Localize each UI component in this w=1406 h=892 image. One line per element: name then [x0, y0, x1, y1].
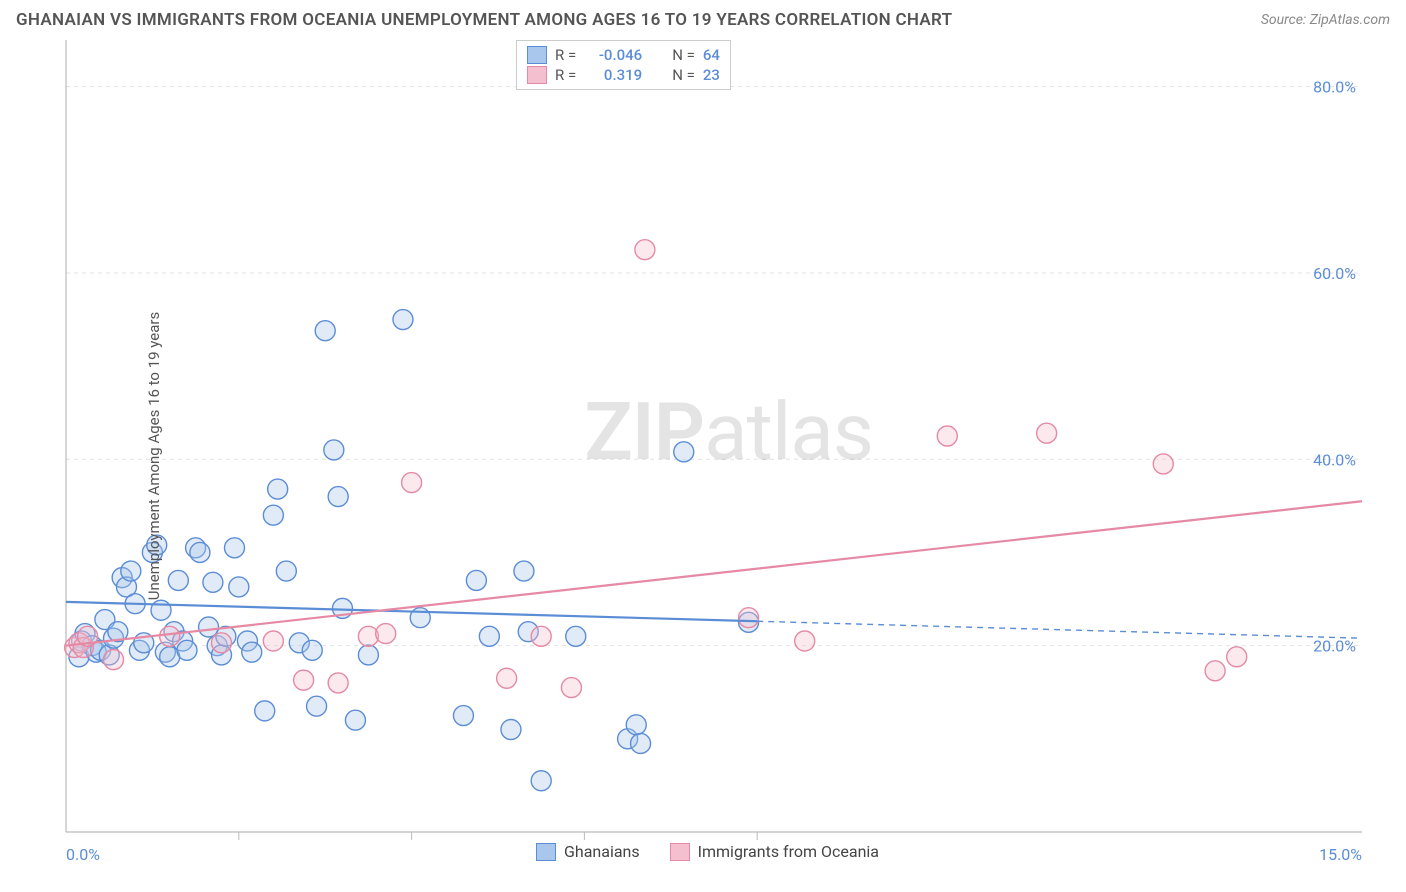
- scatter-point: [302, 640, 322, 660]
- scatter-point: [674, 442, 694, 462]
- regression-line-extrapolated: [757, 621, 1362, 638]
- stat-r-value: -0.046: [584, 46, 642, 64]
- y-tick-label: 40.0%: [1313, 450, 1356, 469]
- scatter-point: [1037, 423, 1057, 443]
- scatter-point: [1227, 647, 1247, 667]
- scatter-point: [168, 570, 188, 590]
- stats-legend-row: R = 0.319 N = 23: [527, 65, 720, 85]
- chart-title: GHANAIAN VS IMMIGRANTS FROM OCEANIA UNEM…: [16, 10, 952, 30]
- legend-swatch: [527, 46, 547, 64]
- stat-r-label: R =: [555, 66, 576, 84]
- x-tick-label: 15.0%: [1319, 845, 1362, 864]
- series-legend-item: Immigrants from Oceania: [670, 842, 879, 861]
- scatter-point: [1153, 454, 1173, 474]
- scatter-point: [224, 538, 244, 558]
- scatter-point: [531, 626, 551, 646]
- chart-container: Unemployment Among Ages 16 to 19 years 2…: [16, 36, 1390, 876]
- scatter-point: [328, 673, 348, 693]
- scatter-point: [324, 440, 344, 460]
- scatter-point: [514, 561, 534, 581]
- scatter-point: [453, 706, 473, 726]
- scatter-point: [294, 670, 314, 690]
- y-tick-label: 20.0%: [1313, 637, 1356, 656]
- legend-swatch: [527, 66, 547, 84]
- scatter-point: [402, 473, 422, 493]
- stat-n-value: 64: [703, 46, 720, 64]
- scatter-point: [531, 771, 551, 791]
- scatter-point: [255, 701, 275, 721]
- scatter-point: [635, 240, 655, 260]
- x-tick-label: 0.0%: [66, 845, 100, 864]
- scatter-point: [566, 626, 586, 646]
- series-legend-label: Immigrants from Oceania: [698, 842, 879, 861]
- scatter-point: [631, 733, 651, 753]
- scatter-point: [393, 310, 413, 330]
- scatter-point: [328, 487, 348, 507]
- scatter-point: [479, 626, 499, 646]
- scatter-point: [263, 631, 283, 651]
- scatter-point: [307, 696, 327, 716]
- legend-swatch: [670, 843, 690, 861]
- scatter-point: [212, 633, 232, 653]
- scatter-point: [276, 561, 296, 581]
- scatter-point: [937, 426, 957, 446]
- source-attribution: Source: ZipAtlas.com: [1261, 12, 1390, 28]
- y-tick-label: 60.0%: [1313, 264, 1356, 283]
- scatter-point: [626, 715, 646, 735]
- scatter-point: [561, 678, 581, 698]
- scatter-point: [501, 720, 521, 740]
- correlation-scatter-chart: 20.0% 40.0% 60.0% 80.0% 0.0% 15.0%: [16, 36, 1390, 876]
- regression-line: [66, 501, 1362, 645]
- scatter-point: [263, 505, 283, 525]
- scatter-point: [268, 479, 288, 499]
- y-axis-label: Unemployment Among Ages 16 to 19 years: [145, 312, 163, 600]
- stat-r-value: 0.319: [584, 66, 642, 84]
- stat-n-value: 23: [703, 66, 720, 84]
- scatter-point: [242, 642, 262, 662]
- scatter-point: [229, 577, 249, 597]
- scatter-point: [466, 570, 486, 590]
- scatter-point: [1205, 661, 1225, 681]
- scatter-point: [345, 710, 365, 730]
- scatter-point: [104, 650, 124, 670]
- stat-n-label: N =: [672, 46, 695, 64]
- scatter-point: [376, 624, 396, 644]
- stats-legend: R = -0.046 N = 64 R = 0.319 N = 23: [516, 40, 731, 90]
- scatter-point: [121, 561, 141, 581]
- series-legend-label: Ghanaians: [564, 842, 640, 861]
- y-tick-label: 80.0%: [1313, 78, 1356, 97]
- scatter-point: [358, 645, 378, 665]
- scatter-point: [177, 640, 197, 660]
- scatter-point: [203, 572, 223, 592]
- scatter-point: [190, 542, 210, 562]
- series-legend: Ghanaians Immigrants from Oceania: [536, 842, 879, 861]
- legend-swatch: [536, 843, 556, 861]
- stat-n-label: N =: [672, 66, 695, 84]
- series-legend-item: Ghanaians: [536, 842, 640, 861]
- scatter-point: [160, 626, 180, 646]
- scatter-point: [739, 608, 759, 628]
- scatter-point: [497, 668, 517, 688]
- stats-legend-row: R = -0.046 N = 64: [527, 45, 720, 65]
- stat-r-label: R =: [555, 46, 576, 64]
- scatter-point: [795, 631, 815, 651]
- scatter-point: [315, 321, 335, 341]
